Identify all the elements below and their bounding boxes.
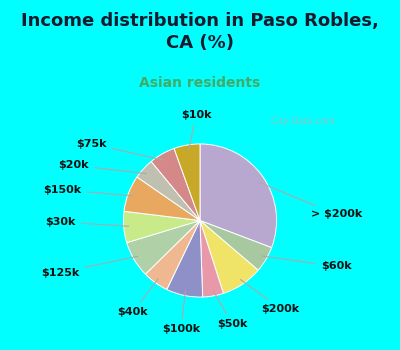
- Text: $150k: $150k: [43, 185, 133, 196]
- Wedge shape: [151, 148, 200, 220]
- Text: $200k: $200k: [240, 280, 300, 314]
- Wedge shape: [200, 144, 276, 248]
- Text: $10k: $10k: [181, 110, 212, 150]
- Text: $50k: $50k: [213, 291, 247, 329]
- Text: $125k: $125k: [41, 256, 138, 278]
- Text: $100k: $100k: [162, 291, 200, 334]
- Text: > $200k: > $200k: [259, 182, 362, 219]
- Wedge shape: [174, 144, 200, 220]
- Wedge shape: [124, 211, 200, 243]
- Wedge shape: [200, 220, 258, 293]
- Text: Asian residents: Asian residents: [139, 76, 261, 90]
- Wedge shape: [200, 220, 272, 270]
- Wedge shape: [167, 220, 203, 297]
- Wedge shape: [137, 161, 200, 220]
- Text: $75k: $75k: [76, 139, 163, 160]
- Wedge shape: [200, 220, 224, 297]
- Wedge shape: [145, 220, 200, 289]
- Text: Income distribution in Paso Robles,
CA (%): Income distribution in Paso Robles, CA (…: [21, 12, 379, 52]
- Text: $40k: $40k: [117, 279, 158, 317]
- Text: City-Data.com: City-Data.com: [265, 117, 335, 126]
- Wedge shape: [127, 220, 200, 274]
- Text: $60k: $60k: [262, 256, 352, 272]
- Text: $30k: $30k: [46, 217, 128, 227]
- Wedge shape: [124, 177, 200, 220]
- Text: $20k: $20k: [58, 160, 146, 174]
